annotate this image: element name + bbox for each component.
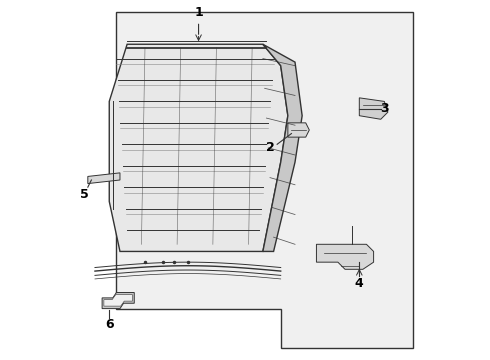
- Polygon shape: [88, 173, 120, 184]
- Polygon shape: [317, 244, 373, 269]
- Polygon shape: [117, 12, 413, 348]
- Text: 6: 6: [105, 318, 114, 331]
- Text: 5: 5: [80, 188, 89, 201]
- Polygon shape: [359, 98, 388, 119]
- Polygon shape: [109, 44, 288, 251]
- Polygon shape: [104, 295, 132, 306]
- Text: 2: 2: [266, 141, 274, 154]
- Polygon shape: [288, 123, 309, 137]
- Text: 1: 1: [194, 6, 203, 34]
- Polygon shape: [263, 44, 302, 251]
- Polygon shape: [102, 293, 134, 309]
- Text: 4: 4: [355, 277, 364, 290]
- Text: 3: 3: [380, 102, 389, 115]
